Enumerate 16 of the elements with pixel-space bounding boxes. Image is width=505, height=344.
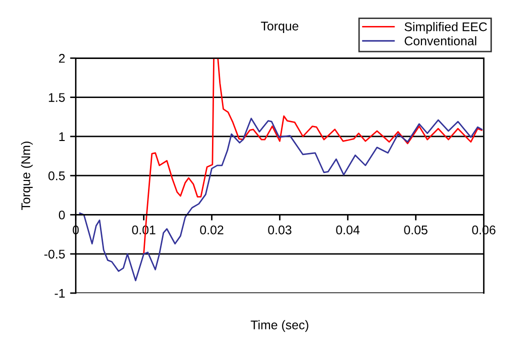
y-tick-label: 0 (58, 210, 65, 220)
legend-label: Simplified EEC (404, 22, 487, 34)
y-tick-label: 0.5 (48, 171, 65, 180)
y-tick-label: -1 (54, 289, 65, 298)
y-axis-title: Torque (Nm) (21, 142, 33, 210)
legend-label: Conventional (404, 36, 476, 46)
y-tick-label: 1 (59, 132, 65, 141)
y-tick-label: -0.5 (44, 250, 65, 259)
chart-title: Torque (260, 22, 298, 33)
x-axis-title: Time (sec) (250, 320, 308, 332)
x-tick-label: 0.03 (268, 226, 292, 234)
y-tick-label: 2 (59, 54, 65, 63)
x-tick-label: 0.05 (404, 226, 428, 234)
y-tick-label: 1.5 (48, 93, 65, 102)
x-tick-label: 0.02 (200, 226, 224, 234)
x-tick-label: 0.04 (336, 226, 360, 234)
